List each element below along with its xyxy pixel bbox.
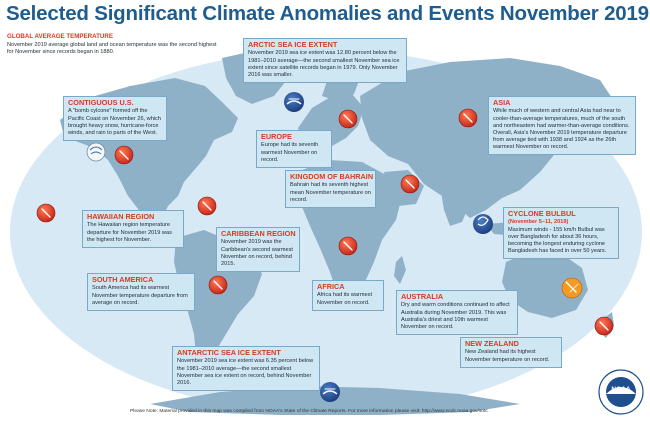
drought-icon-australia xyxy=(561,277,583,299)
callout-heading: AFRICA xyxy=(317,282,345,291)
callout-heading: NEW ZEALAND xyxy=(465,339,519,348)
svg-text:NOAA: NOAA xyxy=(611,386,630,393)
warm-icon-new-zealand xyxy=(594,316,614,336)
callout-africa: AFRICA Africa had its warmest November o… xyxy=(312,280,384,311)
callout-text: November 2019 sea ice extent was 12.80 p… xyxy=(248,50,400,78)
warm-icon-africa xyxy=(338,236,358,256)
callout-text: A "bomb cylcone" formed off the Pacific … xyxy=(68,108,161,136)
callout-heading: EUROPE xyxy=(261,132,292,141)
callout-heading: CYCLONE BULBUL xyxy=(508,209,576,218)
callout-arctic-sea-ice: ARCTIC SEA ICE EXTENT November 2019 sea … xyxy=(243,38,407,84)
callout-australia: AUSTRALIA Dry and warm conditions contin… xyxy=(396,290,518,336)
noaa-logo: NOAA xyxy=(598,369,644,415)
callout-text: While much of western and central Asia h… xyxy=(493,108,630,151)
callout-text: South America had its warmest November t… xyxy=(92,285,188,306)
callout-hawaiian-region: HAWAIIAN REGION The Hawaiian region temp… xyxy=(82,210,184,248)
callout-heading: SOUTH AMERICA xyxy=(92,275,154,284)
callout-text: November 2019 was the Caribbean's second… xyxy=(221,239,293,267)
callout-cyclone-bulbul: CYCLONE BULBUL (November 5–11, 2019) Max… xyxy=(503,207,619,260)
global-average-temperature: GLOBAL AVERAGE TEMPERATURE November 2019… xyxy=(7,33,217,56)
india xyxy=(440,184,472,226)
callout-asia: ASIA While much of western and central A… xyxy=(488,96,636,156)
warm-icon-south-america xyxy=(208,275,228,295)
callout-contiguous-us: CONTIGUOUS U.S. A "bomb cylcone" formed … xyxy=(63,96,167,142)
page-title: Selected Significant Climate Anomalies a… xyxy=(6,2,649,25)
callout-text: November 2019 sea ice extent was 6.35 pe… xyxy=(177,358,314,386)
callout-antarctic-sea-ice: ANTARCTIC SEA ICE EXTENT November 2019 s… xyxy=(172,346,320,392)
warm-icon-caribbean xyxy=(197,196,217,216)
callout-text: The Hawaiian region temperature departur… xyxy=(87,222,172,243)
callout-heading: CARIBBEAN REGION xyxy=(221,229,296,238)
warm-icon-hawaii xyxy=(36,203,56,223)
callout-heading: KINGDOM OF BAHRAIN xyxy=(290,172,374,181)
callout-text: Maximum winds - 155 km/h Bulbul was over… xyxy=(508,226,607,255)
sea-ice-icon-antarctic xyxy=(320,382,340,402)
global-heading: GLOBAL AVERAGE TEMPERATURE xyxy=(7,33,113,40)
warm-icon-europe xyxy=(338,109,358,129)
global-text: November 2019 average global land and oc… xyxy=(7,41,217,56)
warm-icon-asia xyxy=(458,108,478,128)
bomb-cyclone-icon xyxy=(86,142,106,162)
sea-ice-icon-arctic xyxy=(284,92,304,112)
callout-caribbean-region: CARIBBEAN REGION November 2019 was the C… xyxy=(216,227,300,273)
callout-heading: ASIA xyxy=(493,98,511,107)
callout-heading: CONTIGUOUS U.S. xyxy=(68,98,134,107)
warm-icon-bahrain xyxy=(400,174,420,194)
cyclone-icon xyxy=(473,214,493,234)
callout-text: Europe had its seventh warmest November … xyxy=(261,142,319,163)
callout-south-america: SOUTH AMERICA South America had its warm… xyxy=(87,273,195,311)
callout-heading: ANTARCTIC SEA ICE EXTENT xyxy=(177,348,281,357)
warm-icon-us xyxy=(114,145,134,165)
callout-text: Africa had its warmest November on recor… xyxy=(317,292,373,306)
callout-heading: ARCTIC SEA ICE EXTENT xyxy=(248,40,338,49)
callout-text: Dry and warm conditions continued to aff… xyxy=(401,302,510,330)
callout-bahrain: KINGDOM OF BAHRAIN Bahrain had its seven… xyxy=(285,170,376,208)
callout-subheading: (November 5–11, 2019) xyxy=(508,219,569,226)
callout-text: Bahrain had its seventh highest mean Nov… xyxy=(290,182,371,203)
madagascar xyxy=(394,256,406,284)
callout-new-zealand: NEW ZEALAND New Zealand had its highest … xyxy=(460,337,562,368)
australia xyxy=(502,250,588,318)
source-footnote: Please Note: Material provided in this m… xyxy=(130,409,488,414)
callout-heading: HAWAIIAN REGION xyxy=(87,212,155,221)
callout-europe: EUROPE Europe had its seventh warmest No… xyxy=(256,130,332,168)
callout-heading: AUSTRALIA xyxy=(401,292,444,301)
callout-text: New Zealand had its highest November tem… xyxy=(465,349,550,363)
